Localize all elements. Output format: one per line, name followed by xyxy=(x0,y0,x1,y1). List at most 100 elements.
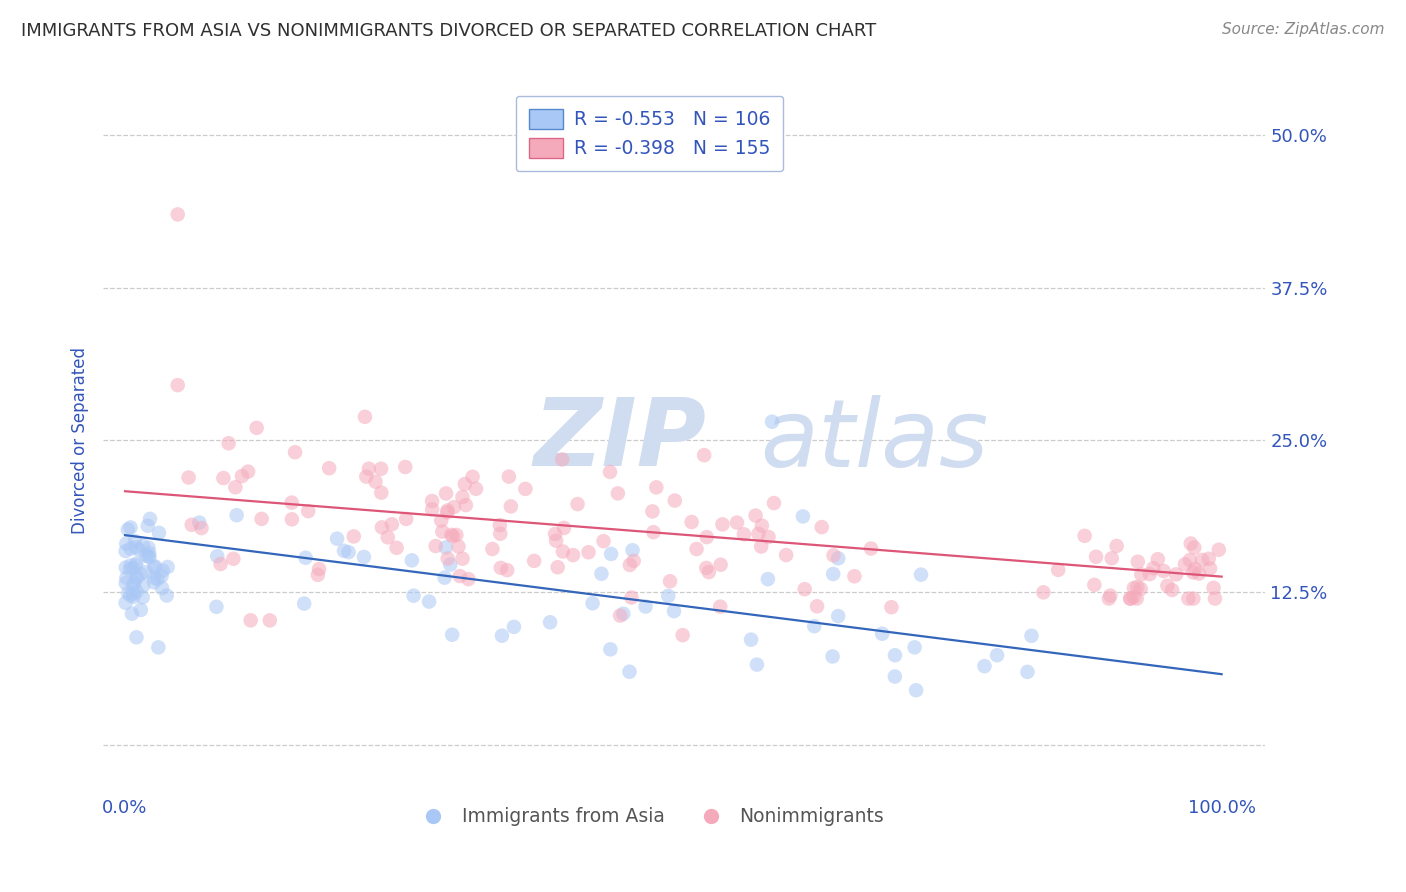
Point xyxy=(250,512,273,526)
Point xyxy=(451,490,474,504)
Point xyxy=(121,607,143,621)
Point xyxy=(135,549,157,563)
Point xyxy=(353,549,375,564)
Point xyxy=(420,494,443,508)
Point xyxy=(1188,566,1211,581)
Point xyxy=(910,567,932,582)
Point xyxy=(436,503,458,517)
Point xyxy=(1083,578,1105,592)
Point xyxy=(749,540,772,554)
Point xyxy=(538,615,561,630)
Point xyxy=(1119,591,1142,606)
Point xyxy=(578,545,600,559)
Y-axis label: Divorced or Separated: Divorced or Separated xyxy=(72,346,89,533)
Point xyxy=(496,563,519,577)
Point xyxy=(461,470,484,484)
Point xyxy=(756,572,779,586)
Point xyxy=(662,604,685,618)
Point xyxy=(634,599,657,614)
Point xyxy=(581,596,603,610)
Point xyxy=(599,642,621,657)
Point xyxy=(489,526,512,541)
Point xyxy=(751,518,773,533)
Point xyxy=(356,469,378,483)
Point xyxy=(259,614,281,628)
Point xyxy=(609,608,631,623)
Point xyxy=(823,566,845,581)
Point xyxy=(138,550,160,565)
Point xyxy=(297,504,319,518)
Point xyxy=(117,586,139,600)
Point xyxy=(395,512,418,526)
Point xyxy=(207,549,229,564)
Point xyxy=(122,561,145,575)
Point xyxy=(337,545,360,559)
Point xyxy=(1178,553,1201,567)
Point xyxy=(821,649,844,664)
Point xyxy=(150,569,173,583)
Point xyxy=(499,500,522,514)
Point xyxy=(1101,551,1123,566)
Point xyxy=(166,207,188,221)
Point xyxy=(710,558,733,572)
Point xyxy=(180,517,202,532)
Point xyxy=(685,541,707,556)
Point xyxy=(128,542,150,557)
Point xyxy=(440,528,463,542)
Point xyxy=(827,551,849,566)
Point xyxy=(451,551,474,566)
Point xyxy=(551,544,574,558)
Point xyxy=(567,497,589,511)
Point xyxy=(122,586,145,600)
Point xyxy=(1017,665,1039,679)
Point xyxy=(143,571,166,585)
Point xyxy=(377,530,399,544)
Point xyxy=(114,560,136,574)
Point xyxy=(1139,567,1161,582)
Point xyxy=(385,541,408,555)
Point xyxy=(401,553,423,567)
Point xyxy=(454,477,477,491)
Point xyxy=(443,500,465,515)
Point xyxy=(205,599,228,614)
Point xyxy=(439,558,461,572)
Point xyxy=(129,603,152,617)
Point xyxy=(905,683,928,698)
Point xyxy=(124,558,146,573)
Point xyxy=(292,597,315,611)
Point xyxy=(402,589,425,603)
Point xyxy=(823,549,845,563)
Point xyxy=(294,550,316,565)
Point xyxy=(903,640,925,655)
Point xyxy=(883,669,905,683)
Point xyxy=(433,571,456,585)
Point xyxy=(664,493,686,508)
Point xyxy=(696,530,718,544)
Point xyxy=(120,589,142,603)
Point xyxy=(218,436,240,450)
Point xyxy=(553,521,575,535)
Point xyxy=(148,525,170,540)
Point xyxy=(657,589,679,603)
Point xyxy=(231,469,253,483)
Point xyxy=(420,502,443,516)
Point xyxy=(1204,591,1226,606)
Point xyxy=(503,620,526,634)
Point xyxy=(659,574,682,589)
Point xyxy=(562,548,585,562)
Point xyxy=(1153,564,1175,578)
Legend: Immigrants from Asia, Nonimmigrants: Immigrants from Asia, Nonimmigrants xyxy=(408,800,891,834)
Point xyxy=(1126,555,1149,569)
Point xyxy=(434,486,457,500)
Point xyxy=(1021,629,1043,643)
Point xyxy=(115,571,138,585)
Point xyxy=(333,544,356,558)
Point xyxy=(117,523,139,537)
Point xyxy=(481,541,503,556)
Point xyxy=(803,619,825,633)
Point xyxy=(546,533,568,548)
Point xyxy=(436,551,458,566)
Point xyxy=(436,505,458,519)
Point xyxy=(125,584,148,599)
Point xyxy=(643,525,665,540)
